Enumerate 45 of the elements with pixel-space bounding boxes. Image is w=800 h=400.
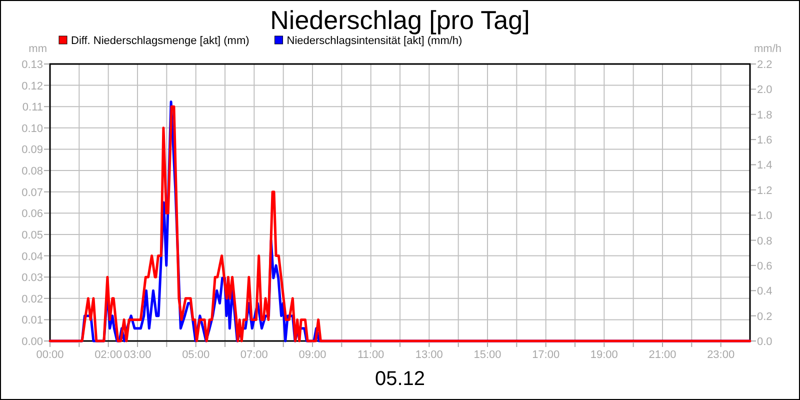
chart-title: Niederschlag [pro Tag]: [270, 5, 530, 35]
y-axis-title: mm: [28, 43, 47, 55]
y-tick-label: 0.05: [22, 229, 43, 242]
y-tick-label: 0.01: [22, 314, 43, 327]
y-tick-label: 0.06: [22, 208, 43, 220]
y2-tick-label: 1.6: [757, 134, 772, 147]
y2-tick-label: 0.6: [757, 260, 772, 272]
y-tick-label: 0.10: [22, 122, 43, 135]
y2-tick-label: 1.8: [757, 109, 772, 122]
y-tick-label: 0.13: [22, 59, 43, 71]
x-tick-label: 15:00: [474, 349, 502, 361]
y-tick-label: 0.09: [22, 144, 43, 156]
y-tick-label: 0.02: [22, 293, 43, 306]
y2-tick-label: 1.4: [757, 160, 772, 172]
legend-label: Diff. Niederschlagsmenge [akt] (mm): [71, 35, 250, 47]
y-tick-label: 0.04: [22, 250, 43, 263]
y2-tick-label: 1.0: [757, 210, 772, 222]
x-axis-title: 05.12: [374, 368, 426, 390]
y2-tick-label: 0.4: [757, 286, 772, 298]
y-tick-label: 0.03: [22, 272, 43, 284]
x-tick-label: 00:00: [36, 349, 64, 361]
x-tick-label: 19:00: [590, 349, 618, 361]
y-tick-label: 0.07: [22, 186, 43, 199]
legend-label: Niederschlagsintensität [akt] (mm/h): [286, 35, 462, 47]
x-tick-label: 07:00: [240, 349, 268, 361]
x-tick-label: 21:00: [648, 349, 676, 361]
y-tick-label: 0.11: [22, 102, 43, 114]
x-tick-label: 13:00: [415, 349, 443, 361]
x-tick-label: 23:00: [707, 349, 735, 361]
x-tick-label: 02:00: [94, 349, 122, 361]
y2-tick-label: 0.0: [757, 336, 772, 348]
x-tick-label: 05:00: [182, 349, 210, 361]
x-tick-label: 11:00: [357, 349, 384, 361]
x-tick-label: 03:00: [124, 349, 152, 361]
y2-tick-label: 2.0: [757, 84, 772, 96]
y2-axis-title: mm/h: [754, 43, 782, 55]
y2-tick-label: 0.2: [757, 310, 772, 323]
y-tick-label: 0.08: [22, 166, 43, 178]
y-tick-label: 0.12: [22, 80, 43, 92]
y2-tick-label: 0.8: [757, 235, 772, 248]
y2-tick-label: 2.2: [757, 59, 772, 71]
y-tick-label: 0.00: [22, 336, 43, 348]
y2-tick-label: 1.2: [757, 184, 772, 197]
x-tick-label: 17:00: [532, 349, 560, 361]
x-tick-label: 09:00: [298, 349, 326, 361]
